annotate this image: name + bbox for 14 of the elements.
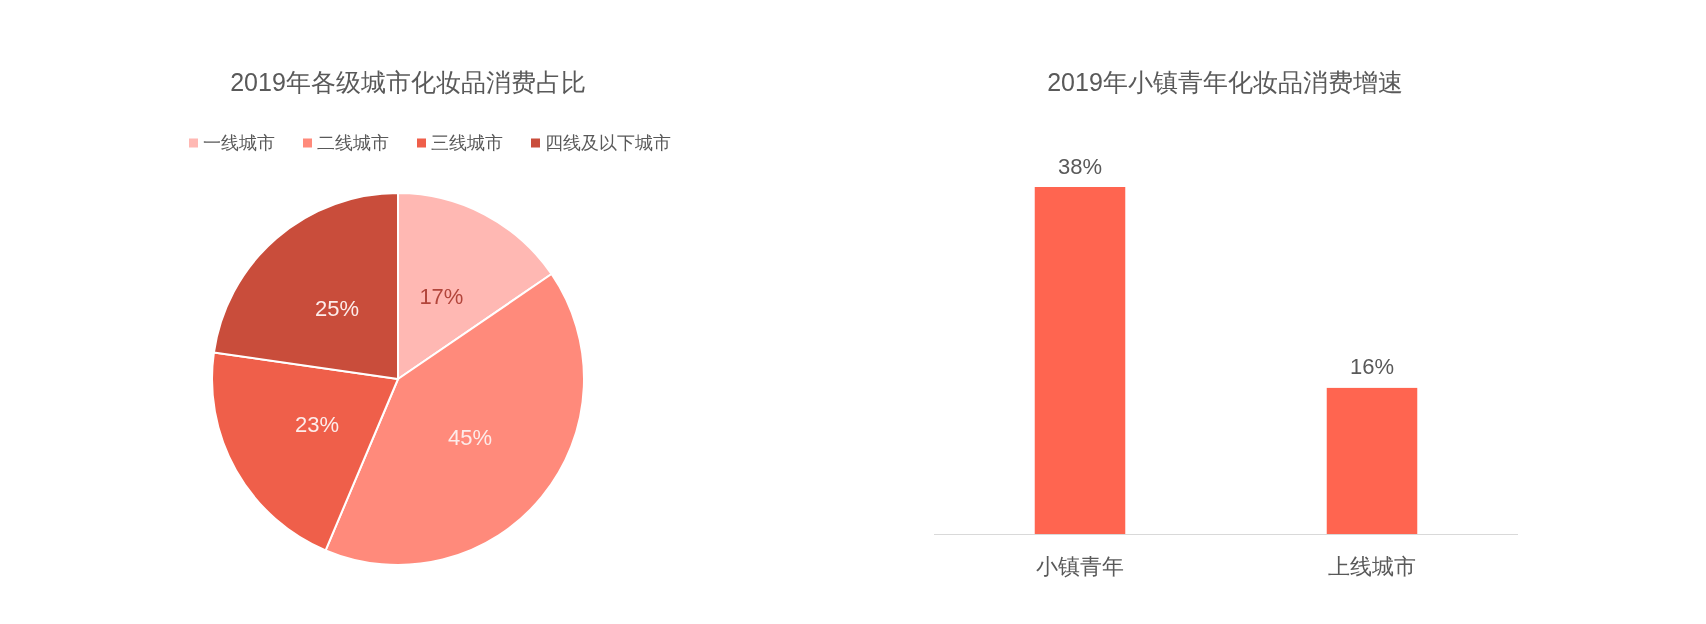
legend-label: 三线城市 xyxy=(431,133,503,153)
title: 2019年各级城市化妆品消费占比 xyxy=(230,68,586,96)
legend-label: 四线及以下城市 xyxy=(545,133,671,153)
data-label: 23% xyxy=(295,412,340,438)
data-label: 25% xyxy=(315,296,360,322)
data-label: 45% xyxy=(447,425,492,451)
title: 2019年小镇青年化妆品消费增速 xyxy=(1047,68,1403,96)
category-label: 上线城市 xyxy=(1328,553,1416,579)
data-label: 17% xyxy=(419,284,464,310)
data-label: 38% xyxy=(1058,153,1102,179)
data-label: 16% xyxy=(1350,354,1394,380)
category-label: 小镇青年 xyxy=(1036,553,1124,579)
legend-label: 一线城市 xyxy=(203,133,275,153)
legend-label: 二线城市 xyxy=(317,133,389,153)
